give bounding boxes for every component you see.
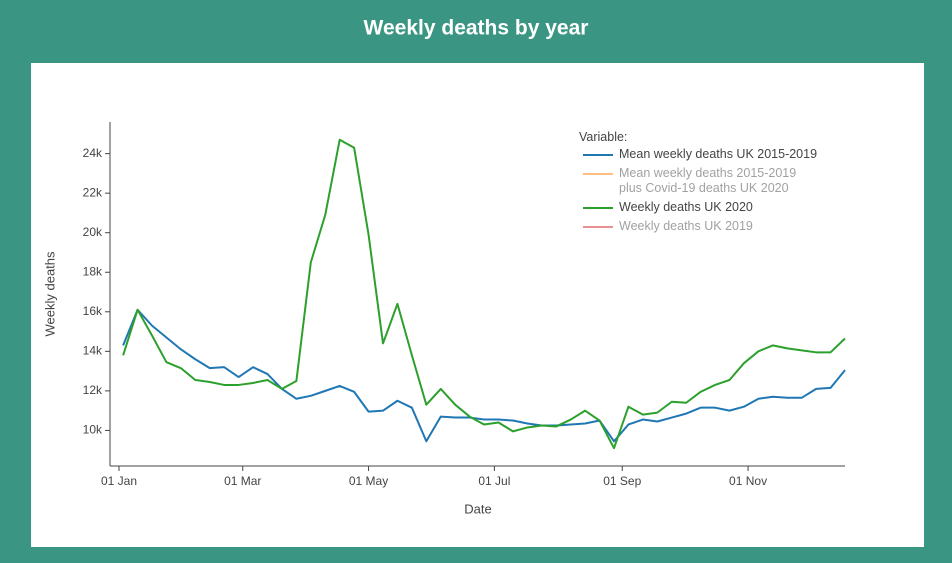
y-tick-label: 20k (83, 225, 103, 239)
legend-label: Weekly deaths UK 2020 (619, 200, 753, 214)
y-tick-label: 16k (83, 304, 103, 318)
legend-label: Mean weekly deaths UK 2015-2019 (619, 147, 818, 161)
legend: Variable: Mean weekly deaths UK 2015-201… (579, 130, 817, 238)
legend-title: Variable: (579, 130, 628, 144)
legend-label: Mean weekly deaths 2015-2019 plus Covid-… (619, 166, 797, 195)
legend-item[interactable]: Weekly deaths UK 2020 (579, 200, 817, 215)
y-axis-label: Weekly deaths (42, 251, 57, 337)
x-tick-label: 01 Jul (478, 474, 510, 488)
legend-item[interactable]: Mean weekly deaths 2015-2019 plus Covid-… (579, 166, 817, 196)
legend-item[interactable]: Weekly deaths UK 2019 (579, 219, 817, 234)
series-line (122, 308, 846, 443)
legend-item[interactable]: Mean weekly deaths UK 2015-2019 (579, 147, 817, 162)
x-tick-label: 01 May (349, 474, 388, 488)
x-tick-label: 01 Nov (729, 474, 767, 488)
series-line (122, 138, 846, 450)
y-tick-label: 10k (83, 423, 103, 437)
x-tick-label: 01 Mar (224, 474, 261, 488)
legend-swatch (583, 154, 613, 156)
y-tick-label: 12k (83, 383, 103, 397)
y-tick-label: 14k (83, 344, 103, 358)
x-tick-label: 01 Sep (603, 474, 641, 488)
legend-swatch (583, 173, 613, 175)
legend-label: Weekly deaths UK 2019 (619, 219, 753, 233)
y-tick-label: 24k (83, 146, 103, 160)
x-tick-label: 01 Jan (101, 474, 137, 488)
x-axis-label: Date (464, 501, 491, 516)
chart-title: Weekly deaths by year (364, 17, 589, 40)
legend-swatch (583, 207, 613, 209)
legend-swatch (583, 226, 613, 228)
y-tick-label: 22k (83, 185, 103, 199)
y-tick-label: 18k (83, 264, 103, 278)
